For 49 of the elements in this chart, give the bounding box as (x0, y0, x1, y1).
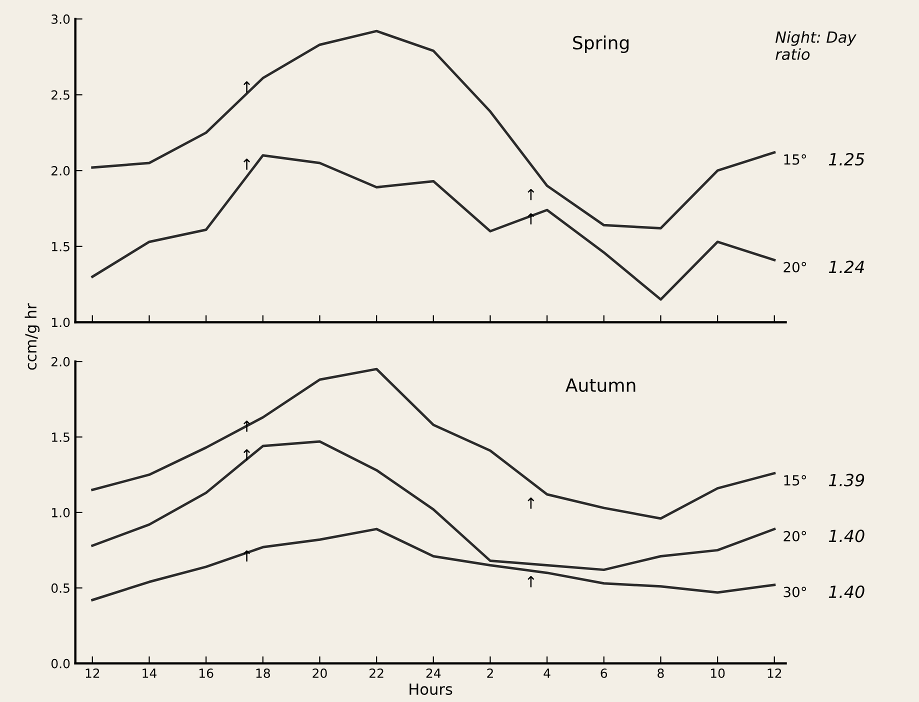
text: 1.40 (828, 585, 864, 598)
y-tick-label: 1.0 (52, 508, 70, 518)
x-tick-label: 24 (426, 668, 441, 678)
y-tick-label: 2.0 (52, 357, 70, 366)
x-tick-label: 6 (600, 668, 608, 678)
x-axis-title: Hours (410, 684, 452, 695)
x-tick-label: 16 (199, 668, 214, 678)
text: 1.24 (828, 260, 864, 273)
series-label: 20° (784, 530, 806, 542)
line-series (91, 528, 776, 602)
text: Spring (573, 36, 629, 54)
line-series (91, 30, 776, 230)
series-label: 15° (784, 154, 806, 165)
line-series (91, 368, 776, 520)
text: Autumn (566, 378, 636, 392)
x-tick-label: 18 (256, 668, 270, 678)
annotation: ↑ (244, 81, 250, 92)
annotation: ↑ (528, 576, 534, 588)
x-tick-label: 14 (142, 668, 156, 678)
y-tick-label: 0.5 (51, 583, 70, 593)
x-tick-label: 12 (768, 668, 782, 678)
y-tick-label: 3.0 (52, 14, 70, 24)
x-tick-label: 20 (312, 668, 327, 678)
y-tick-label: 0.0 (51, 658, 70, 668)
text: 1.40 (828, 530, 864, 542)
series-label: 15° (784, 475, 806, 486)
y-tick-label: 1.5 (52, 432, 70, 442)
y-tick-label: 1.5 (52, 242, 70, 252)
x-tick-label: 10 (710, 668, 725, 678)
series-label: 30° (784, 586, 806, 598)
text: 1.39 (828, 474, 864, 486)
x-tick-label: 2 (487, 668, 493, 678)
line-series (91, 440, 776, 572)
x-tick-label: 4 (544, 668, 550, 678)
y-axis-title: ccm/g hr (24, 303, 40, 370)
annotation: ↑ (244, 158, 250, 170)
annotation: ↑ (528, 188, 534, 200)
text: 1.25 (828, 152, 864, 166)
y-tick-label: 1.0 (52, 318, 70, 328)
series-label: 20° (784, 262, 806, 272)
y-tick-label: 2.0 (52, 166, 70, 176)
line-series (91, 154, 776, 301)
y-tick-label: 2.5 (52, 90, 70, 100)
annotation: ↑ (528, 498, 534, 509)
x-tick-label: 22 (370, 668, 384, 678)
x-tick-label: 8 (658, 668, 664, 678)
annotation: Night: Day ratio (776, 31, 856, 60)
annotation: ↑ (244, 449, 250, 460)
x-tick-label: 12 (86, 668, 100, 678)
